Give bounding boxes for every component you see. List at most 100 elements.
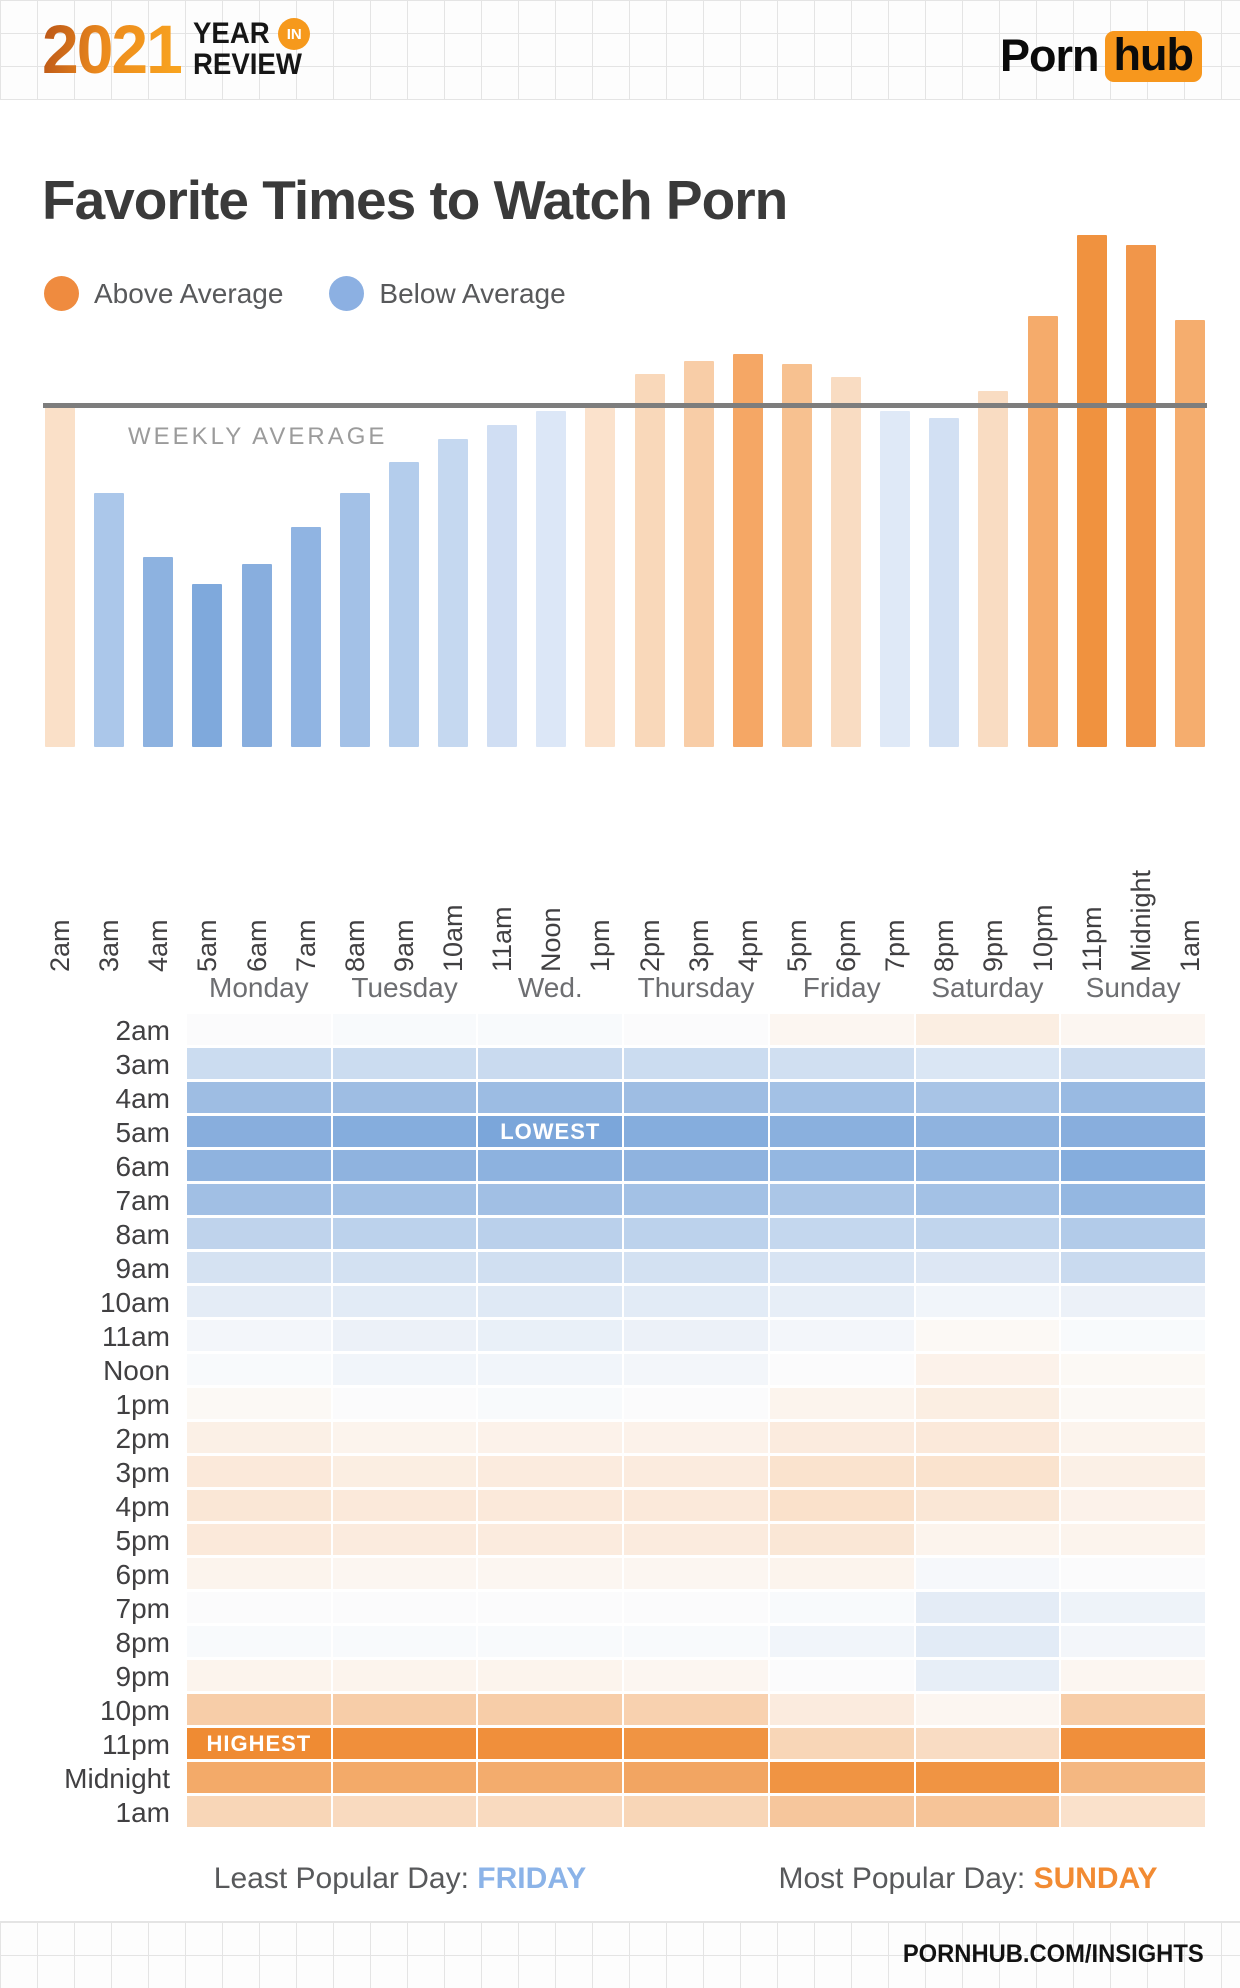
heatmap-cell-sunday-9pm	[1061, 1660, 1205, 1691]
bar-10pm	[1027, 316, 1058, 747]
heatmap-cell-wed-6am	[478, 1150, 623, 1181]
least-popular-label: Least Popular Day:	[213, 1862, 469, 1895]
bar-Midnight	[1125, 245, 1156, 747]
heatmap-cell-saturday-7pm	[915, 1592, 1060, 1623]
hour-label-8am: 8am	[339, 919, 370, 972]
heatmap-cell-thursday-noon	[624, 1354, 768, 1385]
heatmap-cell-wed-9am	[478, 1252, 623, 1283]
heatmap-cell-saturday-8pm	[915, 1626, 1060, 1657]
heatmap-cell-sunday-midnight	[1061, 1762, 1205, 1793]
hour-row-label-11pm: 11pm	[102, 1729, 170, 1760]
heatmap-cell-sunday-10pm	[1061, 1694, 1205, 1725]
page-title: Favorite Times to Watch Porn	[42, 169, 788, 231]
bar-5pm	[781, 364, 812, 747]
heatmap-cell-saturday-7am	[915, 1184, 1060, 1215]
top-grid-band	[0, 0, 1240, 100]
day-header-monday: Monday	[209, 972, 309, 1003]
heatmap-cell-monday-4pm	[187, 1490, 331, 1521]
heatmap-cell-friday-9pm	[769, 1660, 914, 1691]
heatmap-cell-thursday-9pm	[624, 1660, 768, 1691]
heatmap-cell-saturday-5pm	[915, 1524, 1060, 1555]
heatmap-cell-friday-6am	[769, 1150, 914, 1181]
hour-row-label-4pm: 4pm	[115, 1491, 170, 1522]
heatmap-cell-saturday-8am	[915, 1218, 1060, 1249]
hour-row-label-6pm: 6pm	[115, 1559, 170, 1590]
heatmap-cell-sunday-2pm	[1061, 1422, 1205, 1453]
hour-label-9pm: 9pm	[978, 919, 1009, 972]
heatmap-cell-friday-3pm	[769, 1456, 914, 1487]
heatmap-cell-sunday-10am	[1061, 1286, 1205, 1317]
heatmap-corner	[38, 962, 186, 1014]
heatmap-cell-thursday-3pm	[624, 1456, 768, 1487]
bar-11pm	[1076, 235, 1107, 747]
lowest-marker: LOWEST	[500, 1118, 601, 1144]
heatmap-cell-wed-1pm	[478, 1388, 623, 1419]
hourly-bar-chart: WEEKLY AVERAGE	[43, 187, 1207, 747]
heatmap-cell-saturday-1pm	[915, 1388, 1060, 1419]
heatmap-cell-wed-noon	[478, 1354, 623, 1385]
logo-year: 2021	[42, 10, 183, 88]
hour-label-6pm: 6pm	[831, 919, 861, 972]
heatmap-cell-thursday-2am	[624, 1014, 768, 1045]
heatmap-cell-thursday-11am	[624, 1320, 768, 1351]
least-popular-value: FRIDAY	[477, 1862, 587, 1895]
heatmap-cell-wed-5pm	[478, 1524, 623, 1555]
heatmap-cell-thursday-4pm	[624, 1490, 768, 1521]
heatmap-cell-thursday-6am	[624, 1150, 768, 1181]
heatmap-cell-thursday-5am	[624, 1116, 768, 1147]
heatmap-cell-wed-10am	[478, 1286, 623, 1317]
hour-row-label-11am: 11am	[102, 1321, 170, 1352]
heatmap-cell-monday-2am	[187, 1014, 331, 1045]
heatmap-cell-saturday-noon	[915, 1354, 1060, 1385]
below-average-dot-icon	[329, 276, 365, 311]
day-header-wed: Wed.	[517, 972, 583, 1003]
heatmap-cell-saturday-3am	[915, 1048, 1060, 1079]
hour-label-9am: 9am	[388, 919, 419, 972]
heatmap-cell-thursday-5pm	[624, 1524, 768, 1555]
legend-label-below: Below Average	[379, 277, 566, 309]
hour-row-label-7pm: 7pm	[115, 1593, 170, 1624]
heatmap-cell-sunday-3am	[1061, 1048, 1205, 1079]
heatmap-cell-tuesday-6pm	[332, 1558, 477, 1589]
heatmap-cell-thursday-8am	[624, 1218, 768, 1249]
heatmap-cell-monday-8pm	[187, 1626, 331, 1657]
heatmap-cell-monday-9pm	[187, 1660, 331, 1691]
hour-label-3am: 3am	[94, 919, 125, 972]
hour-row-label-noon: Noon	[103, 1355, 170, 1386]
hour-row-label-8am: 8am	[115, 1219, 170, 1250]
legend-item-above: Above Average	[44, 276, 283, 311]
day-header-sunday: Sunday	[1085, 972, 1181, 1003]
insights-url: PORNHUB.COM/INSIGHTS	[903, 1940, 1204, 1968]
heatmap-cell-friday-8am	[769, 1218, 914, 1249]
heatmap-cell-tuesday-5pm	[332, 1524, 477, 1555]
heatmap-cell-tuesday-9pm	[332, 1660, 477, 1691]
heatmap-cell-thursday-10pm	[624, 1694, 768, 1725]
heatmap-cell-wed-6pm	[478, 1558, 623, 1589]
heatmap-cell-tuesday-11pm	[332, 1728, 477, 1759]
heatmap-cell-monday-1am	[187, 1796, 331, 1827]
heatmap-cell-saturday-2am	[915, 1014, 1060, 1045]
heatmap-cell-monday-11pm: HIGHEST	[187, 1728, 331, 1759]
logo-tagline: YEAR IN REVIEW	[193, 18, 311, 80]
bar-8am	[339, 493, 370, 747]
heatmap-cell-sunday-7am	[1061, 1184, 1205, 1215]
pornhub-logo-hub: hub	[1104, 30, 1202, 82]
heatmap-cell-thursday-4am	[624, 1082, 768, 1113]
heatmap-cell-tuesday-noon	[332, 1354, 477, 1385]
least-popular-day: Least Popular Day: FRIDAY	[214, 1862, 586, 1896]
heatmap-cell-thursday-7pm	[624, 1592, 768, 1623]
heatmap-cell-saturday-10pm	[915, 1694, 1060, 1725]
weekly-average-label: WEEKLY AVERAGE	[128, 423, 388, 450]
bar-9pm	[978, 391, 1009, 747]
heatmap-cell-monday-11am	[187, 1320, 331, 1351]
heatmap-cell-thursday-1am	[624, 1796, 768, 1827]
hour-row-label-9pm: 9pm	[115, 1661, 170, 1692]
heatmap-cell-friday-2pm	[769, 1422, 914, 1453]
bar-Noon	[536, 411, 567, 747]
heatmap-cell-wed-3pm	[478, 1456, 623, 1487]
hour-row-label-1pm: 1pm	[115, 1389, 170, 1420]
heatmap-cell-sunday-7pm	[1061, 1592, 1205, 1623]
heatmap-cell-tuesday-10am	[332, 1286, 477, 1317]
heatmap-cell-saturday-3pm	[915, 1456, 1060, 1487]
heatmap-cell-wed-11pm	[478, 1728, 623, 1759]
